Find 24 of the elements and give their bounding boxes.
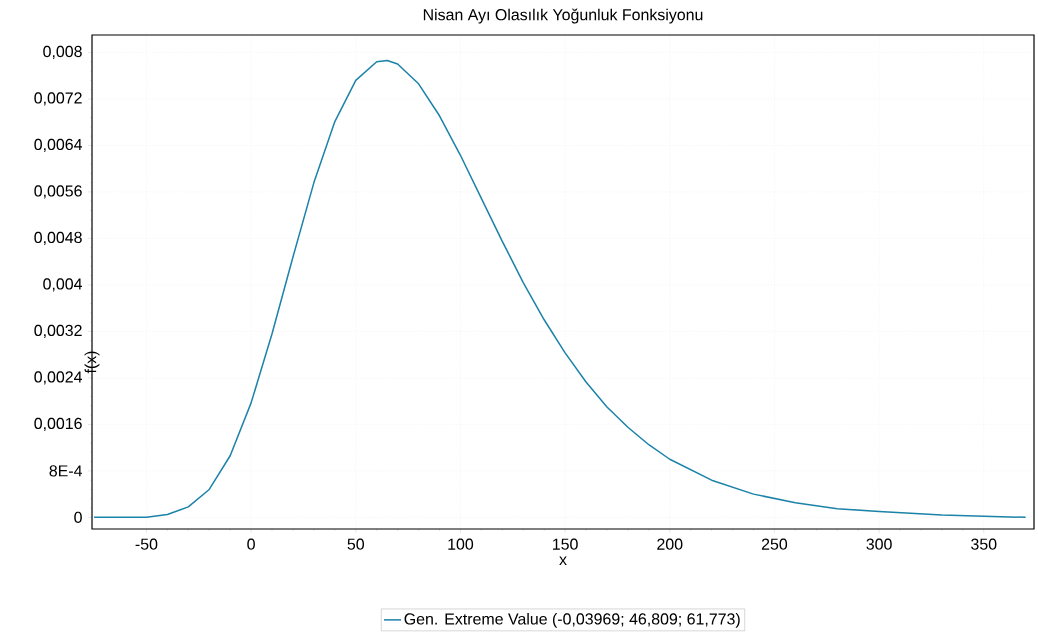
y-tick-label: 0,008 bbox=[43, 45, 82, 60]
y-tick-label: 0,0048 bbox=[34, 231, 82, 245]
y-tick-label: 0,0056 bbox=[34, 185, 82, 199]
x-tick-label: -50 bbox=[135, 538, 158, 550]
y-tick-label: 0,0016 bbox=[34, 417, 82, 431]
x-tick-label: 0 bbox=[247, 538, 255, 550]
chart-title: Nisan Ayı Olasılık Yoğunluk Fonksiyonu bbox=[423, 8, 703, 24]
x-tick-label: 150 bbox=[553, 538, 578, 550]
x-tick-label: 200 bbox=[657, 538, 683, 550]
y-axis-title: f(x) bbox=[84, 351, 100, 374]
x-tick-label: 350 bbox=[971, 538, 997, 550]
y-tick-label: 0 bbox=[74, 511, 82, 524]
y-tick-label: 0,0032 bbox=[34, 324, 82, 338]
y-tick-label: 8E-4 bbox=[49, 465, 83, 477]
x-tick-label: 250 bbox=[761, 538, 788, 550]
y-tick-label: 0,0064 bbox=[34, 138, 83, 152]
y-tick-label: 0,0072 bbox=[34, 92, 82, 106]
legend-label: Gen. Extreme Value (-0,03969; 46,809; 61,773) bbox=[404, 612, 740, 628]
y-tick-label: 0,0024 bbox=[34, 371, 83, 385]
x-tick-label: 50 bbox=[347, 538, 364, 550]
x-tick-label: 300 bbox=[866, 538, 892, 550]
y-tick-label: 0,004 bbox=[43, 278, 83, 292]
x-axis-title: x bbox=[559, 556, 567, 566]
x-tick-label: 100 bbox=[448, 538, 474, 550]
